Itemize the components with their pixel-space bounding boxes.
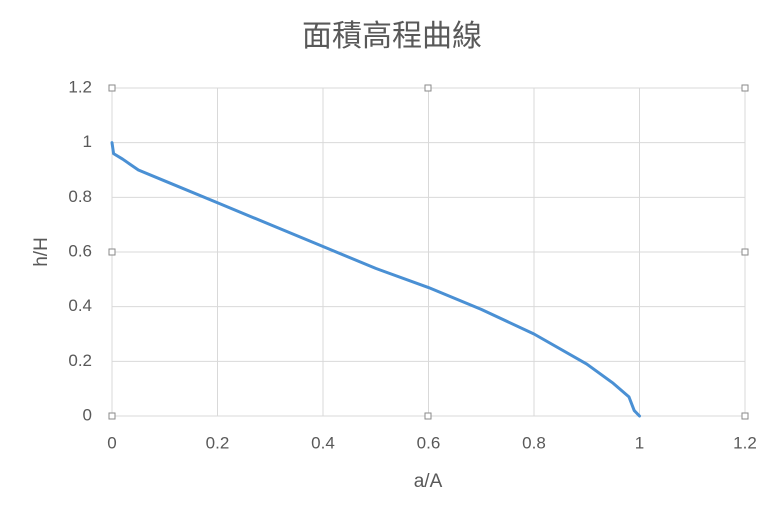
x-axis-title: a/A	[414, 471, 443, 492]
handle	[741, 248, 749, 256]
handle	[741, 84, 749, 92]
y-tick-label: 0.6	[68, 241, 92, 260]
x-tick-label: 0.2	[206, 433, 230, 452]
x-tick-label: 0	[107, 433, 116, 452]
y-axis-title: h/H	[31, 237, 52, 267]
x-tick-label: 1	[635, 433, 644, 452]
handle	[108, 84, 116, 92]
x-tick-label: 0.8	[522, 433, 546, 452]
selection-handles	[108, 84, 749, 420]
y-tick-label: 0.4	[68, 296, 92, 315]
x-tick-label: 0.6	[417, 433, 441, 452]
handle	[108, 412, 116, 420]
data-line	[110, 141, 641, 418]
grid	[111, 87, 746, 417]
chart-title: 面積高程曲線	[302, 20, 482, 53]
handle	[424, 412, 432, 420]
plot	[110, 141, 641, 418]
handle	[108, 248, 116, 256]
y-tick-label: 1	[83, 132, 92, 151]
x-tick-label: 0.4	[311, 433, 335, 452]
y-tick-label: 1.2	[68, 77, 92, 96]
x-tick-label: 1.2	[733, 433, 757, 452]
y-tick-label: 0.2	[68, 351, 92, 370]
handle	[424, 84, 432, 92]
handle	[741, 412, 749, 420]
y-tick-label: 0	[83, 405, 92, 424]
y-tick-label: 0.8	[68, 187, 92, 206]
